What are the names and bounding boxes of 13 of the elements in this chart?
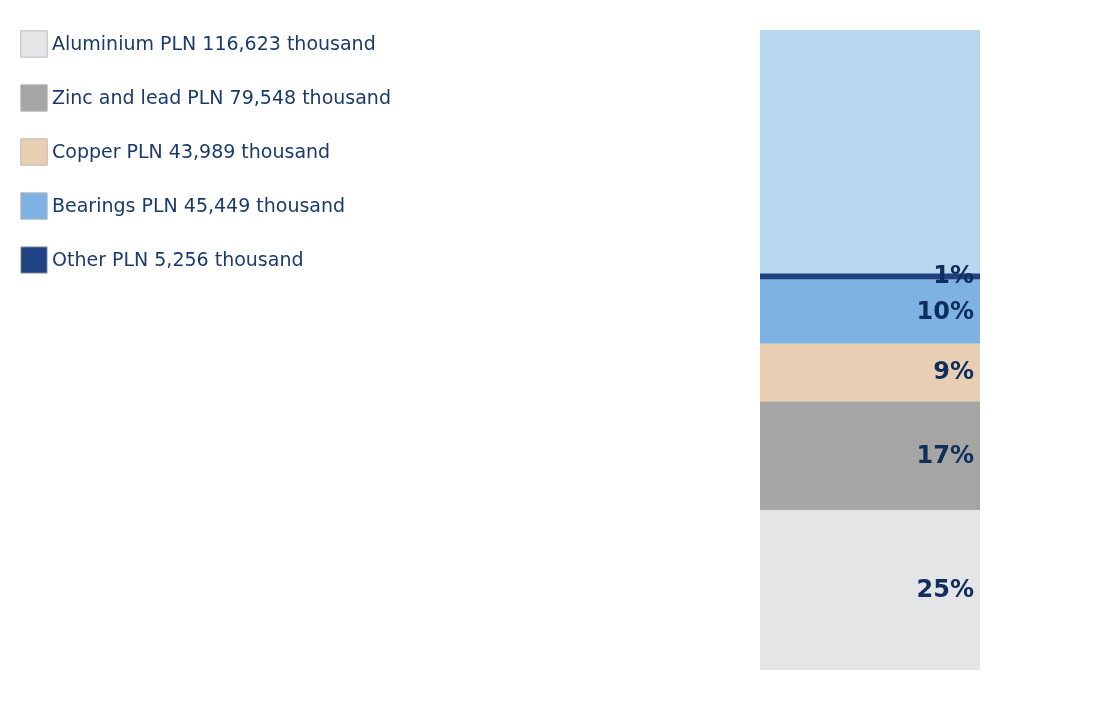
- data-label: 25%: [916, 575, 974, 603]
- legend-label: Other PLN 5,256 thousand: [52, 248, 304, 270]
- legend-label: Aluminium PLN 116,623 thousand: [52, 32, 376, 54]
- data-label: 9%: [933, 357, 974, 386]
- data-label: 17%: [916, 440, 974, 469]
- legend-label: Copper PLN 43,989 thousand: [52, 140, 331, 162]
- legend-label: Zinc and lead PLN 79,548 thousand: [52, 86, 391, 108]
- legend-label: Bearings PLN 45,449 thousand: [52, 194, 346, 216]
- data-label: 10%: [916, 296, 974, 325]
- data-label: 1%: [933, 261, 974, 290]
- bar: [760, 401, 980, 510]
- bar: [760, 510, 980, 670]
- bar: [760, 343, 980, 402]
